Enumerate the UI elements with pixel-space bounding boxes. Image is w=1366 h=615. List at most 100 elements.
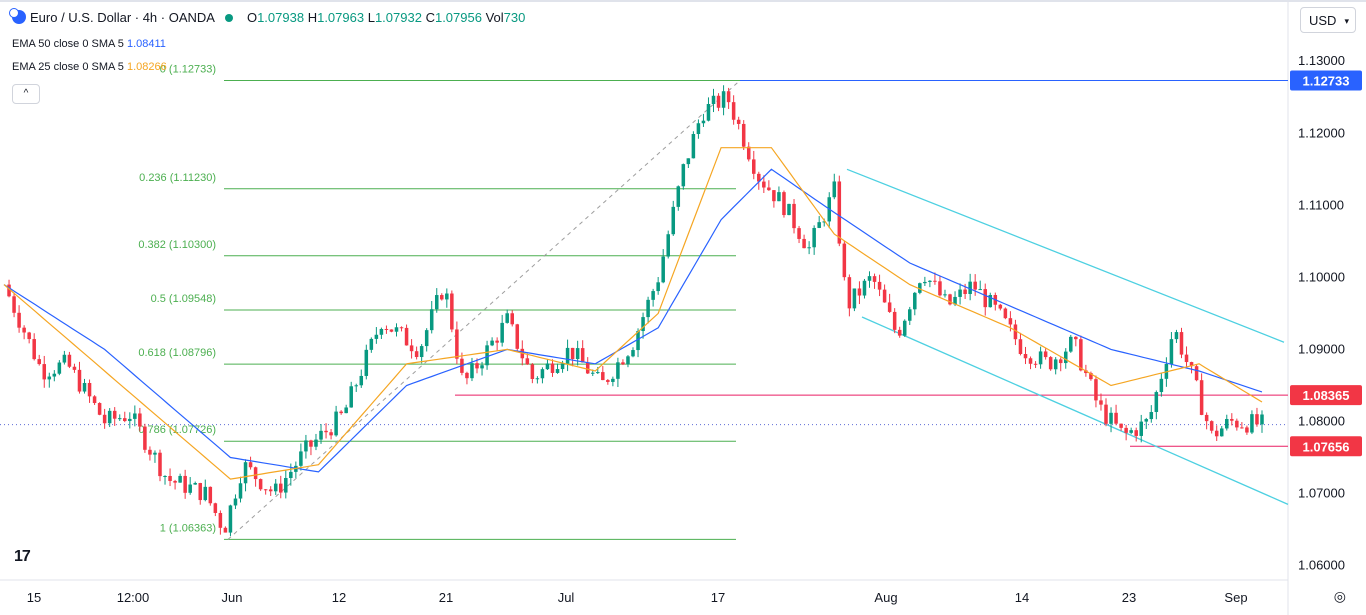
currency-select[interactable]: USD ▾ [1300,7,1356,33]
collapse-legend-button[interactable]: ^ [12,84,40,104]
candle-body [1124,427,1128,433]
candle-body [440,295,444,300]
candle-body [601,372,605,381]
candle-body [596,372,600,374]
candle-body [641,317,645,332]
symbol-title[interactable]: Euro / U.S. Dollar · 4h · OANDA [30,10,215,25]
candle-body [651,291,655,300]
candle-body [404,327,409,346]
candle-body [7,284,11,297]
candle-body [284,477,288,493]
y-tick-label: 1.09000 [1298,341,1345,356]
x-tick-label: Aug [874,590,897,605]
candle-body [143,426,147,450]
candle-body [304,440,308,452]
candle-body [1219,428,1224,437]
currency-flags-icon [9,8,26,24]
candle-body [746,146,751,160]
x-tick-label: 17 [711,590,725,605]
candle-body [711,95,716,105]
market-status-dot [224,14,233,22]
candle-body [1048,357,1053,370]
y-tick-label: 1.12000 [1298,125,1345,140]
candle-body [1069,336,1073,352]
candle-body [278,483,283,493]
ema50-line [3,168,1263,473]
candle-body [117,418,122,420]
candle-body [314,439,318,447]
candle-body [173,480,177,483]
candle-body [47,376,52,380]
candle-body [943,294,947,296]
candle-body [379,328,384,335]
candle-body [767,187,771,191]
top-border [0,0,1366,2]
y-tick-label: 1.06000 [1298,558,1345,573]
indicator-ema25[interactable]: EMA 25 close 0 SMA 5 1.08266 [12,61,167,73]
candle-body [772,190,776,202]
candle-body [988,294,993,308]
candle-body [62,354,67,363]
candle-body [193,483,197,485]
candle-body [22,327,26,333]
fib-level-label: 1 (1.06363) [160,522,216,534]
candle-body [1250,414,1254,433]
candle-body [1043,351,1048,358]
candle-body [384,328,389,330]
candle-body [1184,354,1189,363]
price-tag [1290,70,1362,91]
candle-body [434,295,439,310]
y-tick-label: 1.07000 [1298,486,1345,501]
candle-body [1003,308,1008,319]
candle-body [1028,358,1033,364]
x-tick-label: Sep [1224,590,1247,605]
settings-icon[interactable]: ◎ [1333,588,1346,604]
candle-body [12,296,16,313]
candle-body [123,418,127,422]
candle-body [973,281,977,290]
indicator-ema50[interactable]: EMA 50 close 0 SMA 5 1.08411 [12,38,166,50]
candle-body [1225,418,1229,429]
candle-body [1179,332,1184,355]
candle-body [606,380,610,382]
candle-body [782,192,786,216]
candle-body [1119,423,1123,428]
candle-body [485,345,489,366]
candle-body [1084,370,1088,374]
candle-body [1074,336,1078,340]
candle-body [686,158,691,165]
candle-body [1230,418,1234,421]
candle-body [57,362,62,374]
candle-body [1174,332,1179,340]
candle-body [188,484,192,493]
x-tick-label: 23 [1122,590,1136,605]
candle-body [545,363,550,370]
candle-body [399,327,404,329]
candle-body [198,483,203,501]
candle-body [273,483,278,492]
candle-body [253,467,258,480]
candle-body [339,411,343,414]
candle-body [359,375,364,386]
candle-body [1114,412,1118,424]
x-tick-label: 15 [27,590,41,605]
candle-body [233,498,238,506]
candle-body [721,91,726,108]
candle-body [148,449,152,455]
candle-body [822,221,826,223]
price-tag [1290,436,1362,457]
candle-body [862,280,867,296]
candle-body [168,475,172,481]
candle-body [958,289,962,297]
candle-body [928,280,932,282]
price-tag-label: 1.07656 [1303,439,1350,454]
candle-body [1079,339,1083,371]
candle-body [238,483,243,499]
candle-body [505,313,509,323]
candle-body [913,292,917,310]
candle-body [500,322,504,343]
candle-body [847,277,852,309]
candle-body [1018,339,1023,354]
candle-body [178,475,182,483]
